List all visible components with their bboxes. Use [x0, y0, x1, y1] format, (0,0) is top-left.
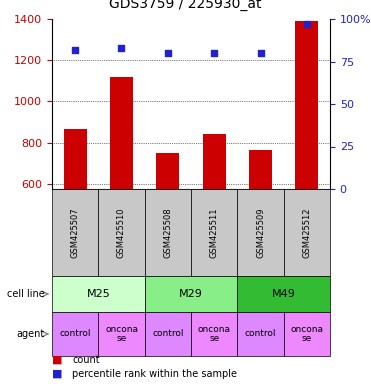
Point	[165, 50, 171, 56]
Bar	[63, 129, 87, 189]
Text: oncona
se: oncona se	[105, 325, 138, 343]
Bar	[110, 77, 133, 189]
Text: agent: agent	[16, 329, 45, 339]
Text: M49: M49	[272, 289, 296, 299]
Text: GDS3759 / 225930_at: GDS3759 / 225930_at	[109, 0, 262, 11]
Text: oncona
se: oncona se	[290, 325, 324, 343]
Bar	[156, 153, 180, 189]
Text: GSM425512: GSM425512	[302, 207, 311, 258]
Text: GSM425507: GSM425507	[70, 207, 80, 258]
Point	[118, 45, 124, 51]
Text: control: control	[59, 329, 91, 339]
Text: cell line: cell line	[7, 289, 45, 299]
Point	[304, 21, 310, 27]
Text: percentile rank within the sample: percentile rank within the sample	[72, 369, 237, 379]
Bar	[249, 150, 272, 189]
Text: control: control	[245, 329, 276, 339]
Text: M25: M25	[86, 289, 110, 299]
Text: GSM425509: GSM425509	[256, 207, 265, 258]
Text: control: control	[152, 329, 184, 339]
Text: oncona
se: oncona se	[198, 325, 231, 343]
Point	[257, 50, 263, 56]
Point	[211, 50, 217, 56]
Text: GSM425511: GSM425511	[210, 207, 219, 258]
Bar	[295, 21, 318, 189]
Text: count: count	[72, 355, 100, 365]
Text: GSM425508: GSM425508	[163, 207, 173, 258]
Text: ■: ■	[52, 355, 66, 365]
Text: ■: ■	[52, 369, 66, 379]
Text: M29: M29	[179, 289, 203, 299]
Point	[72, 46, 78, 53]
Text: GSM425510: GSM425510	[117, 207, 126, 258]
Bar	[203, 134, 226, 189]
